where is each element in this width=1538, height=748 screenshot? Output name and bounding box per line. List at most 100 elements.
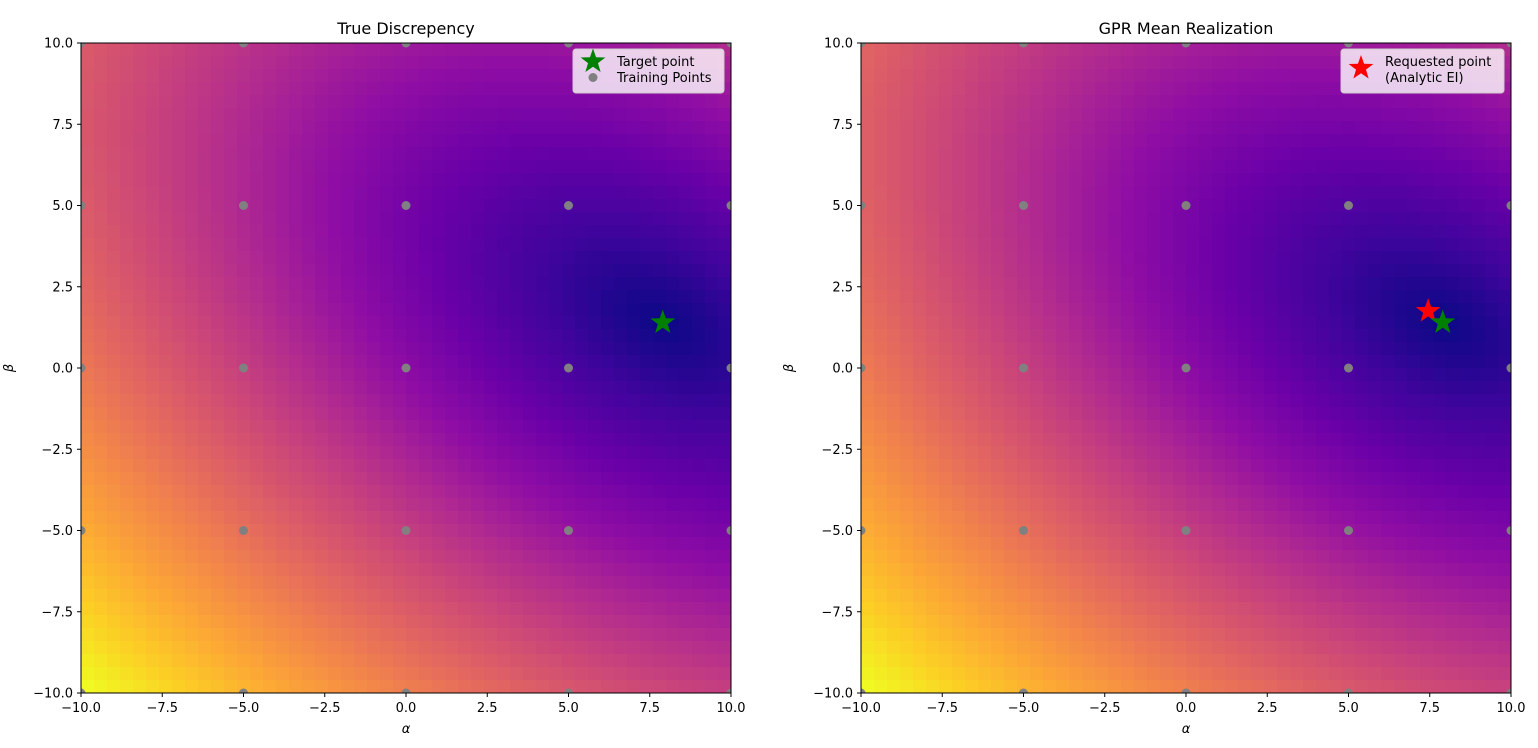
heatmap-cell <box>1017 186 1031 200</box>
heatmap-cell <box>1355 108 1369 122</box>
heatmap-cell <box>471 108 485 122</box>
heatmap-cell <box>198 69 212 83</box>
heatmap-cell <box>692 602 706 616</box>
heatmap-cell <box>159 524 173 538</box>
heatmap-cell <box>1264 56 1278 70</box>
heatmap-cell <box>497 147 511 161</box>
heatmap-cell <box>380 602 394 616</box>
heatmap-cell <box>640 394 654 408</box>
heatmap-cell <box>640 563 654 577</box>
heatmap-cell <box>198 628 212 642</box>
heatmap-cell <box>458 186 472 200</box>
heatmap-cell <box>94 147 108 161</box>
heatmap-cell <box>1030 82 1044 96</box>
heatmap-cell <box>1394 537 1408 551</box>
heatmap-cell <box>627 108 641 122</box>
heatmap-cell <box>887 56 901 70</box>
heatmap-cell <box>913 173 927 187</box>
heatmap-cell <box>367 641 381 655</box>
heatmap-cell <box>510 134 524 148</box>
heatmap-cell <box>1238 225 1252 239</box>
heatmap-cell <box>471 173 485 187</box>
heatmap-cell <box>146 251 160 265</box>
heatmap-cell <box>887 589 901 603</box>
heatmap-cell <box>653 290 667 304</box>
heatmap-cell <box>1173 407 1187 421</box>
heatmap-cell <box>1329 173 1343 187</box>
heatmap-cell <box>172 407 186 421</box>
heatmap-cell <box>874 472 888 486</box>
heatmap-cell <box>1329 121 1343 135</box>
heatmap-cell <box>1433 628 1447 642</box>
heatmap-cell <box>250 82 264 96</box>
heatmap-cell <box>1212 147 1226 161</box>
heatmap-cell <box>1056 602 1070 616</box>
training-point <box>81 43 86 48</box>
heatmap-cell <box>1355 485 1369 499</box>
heatmap-cell <box>991 264 1005 278</box>
heatmap-cell <box>1472 394 1486 408</box>
heatmap-cell <box>1472 680 1486 693</box>
heatmap-cell <box>159 563 173 577</box>
heatmap-cell <box>1368 303 1382 317</box>
heatmap-cell <box>1212 277 1226 291</box>
heatmap-cell <box>1212 212 1226 226</box>
heatmap-cell <box>497 251 511 265</box>
heatmap-cell <box>1251 160 1265 174</box>
heatmap-cell <box>1173 303 1187 317</box>
heatmap-cell <box>1290 511 1304 525</box>
heatmap-cell <box>458 589 472 603</box>
heatmap-cell <box>965 342 979 356</box>
heatmap-cell <box>354 576 368 590</box>
heatmap-cell <box>406 69 420 83</box>
heatmap-cell <box>393 212 407 226</box>
heatmap-cell <box>1316 628 1330 642</box>
heatmap-cell <box>913 121 927 135</box>
heatmap-cell <box>562 420 576 434</box>
heatmap-cell <box>328 498 342 512</box>
heatmap-cell <box>1316 433 1330 447</box>
heatmap-cell <box>1433 550 1447 564</box>
heatmap-cell <box>94 303 108 317</box>
heatmap-cell <box>549 212 563 226</box>
heatmap-cell <box>1394 628 1408 642</box>
heatmap-cell <box>1147 264 1161 278</box>
heatmap-cell <box>1030 498 1044 512</box>
heatmap-cell <box>393 407 407 421</box>
heatmap-cell <box>380 264 394 278</box>
heatmap-cell <box>1199 433 1213 447</box>
heatmap-cell <box>211 654 225 668</box>
heatmap-cell <box>1446 251 1460 265</box>
heatmap-cell <box>887 316 901 330</box>
heatmap-cell <box>640 264 654 278</box>
heatmap-cell <box>939 290 953 304</box>
heatmap-cell <box>640 654 654 668</box>
heatmap-cell <box>900 498 914 512</box>
heatmap-cell <box>471 329 485 343</box>
heatmap-cell <box>1108 225 1122 239</box>
heatmap-cell <box>419 459 433 473</box>
heatmap-cell <box>1290 147 1304 161</box>
heatmap-cell <box>1199 277 1213 291</box>
heatmap-cell <box>588 238 602 252</box>
heatmap-cell <box>1329 407 1343 421</box>
heatmap-cell <box>588 446 602 460</box>
heatmap-cell <box>432 589 446 603</box>
heatmap-cell <box>1420 511 1434 525</box>
heatmap-cell <box>1160 641 1174 655</box>
heatmap-cell <box>497 225 511 239</box>
heatmap-cell <box>146 303 160 317</box>
heatmap-cell <box>614 95 628 109</box>
heatmap-cell <box>1329 433 1343 447</box>
heatmap-cell <box>1095 303 1109 317</box>
heatmap-cell <box>1264 303 1278 317</box>
heatmap-cell <box>380 433 394 447</box>
heatmap-cell <box>1251 394 1265 408</box>
heatmap-cell <box>1368 199 1382 213</box>
heatmap-cell <box>861 303 875 317</box>
heatmap-cell <box>913 69 927 83</box>
heatmap-cell <box>237 407 251 421</box>
heatmap-cell <box>978 108 992 122</box>
heatmap-cell <box>1030 160 1044 174</box>
heatmap-cell <box>1056 368 1070 382</box>
